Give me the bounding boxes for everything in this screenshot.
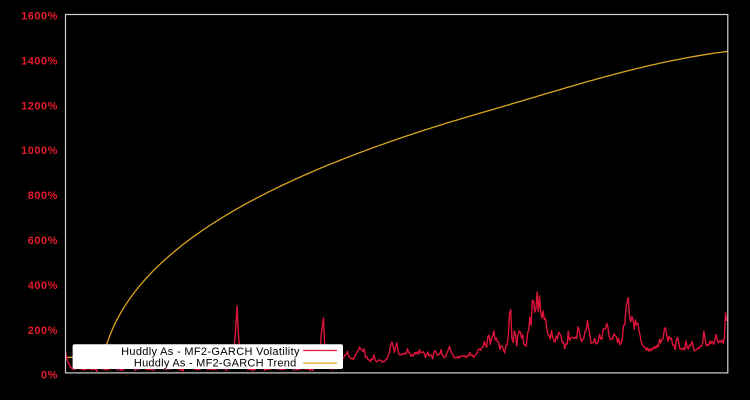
- svg-text:600%: 600%: [28, 235, 58, 247]
- svg-text:1000%: 1000%: [21, 145, 58, 157]
- svg-text:Huddly As - MF2-GARCH Volatili: Huddly As - MF2-GARCH Volatility: [121, 346, 300, 358]
- svg-text:200%: 200%: [28, 325, 58, 337]
- svg-text:Huddly As - MF2-GARCH Trend: Huddly As - MF2-GARCH Trend: [134, 358, 297, 370]
- svg-text:0%: 0%: [41, 370, 58, 382]
- svg-text:1600%: 1600%: [21, 11, 58, 23]
- svg-text:400%: 400%: [28, 280, 58, 292]
- svg-text:1400%: 1400%: [21, 55, 58, 67]
- svg-text:800%: 800%: [28, 190, 58, 202]
- svg-text:1200%: 1200%: [21, 100, 58, 112]
